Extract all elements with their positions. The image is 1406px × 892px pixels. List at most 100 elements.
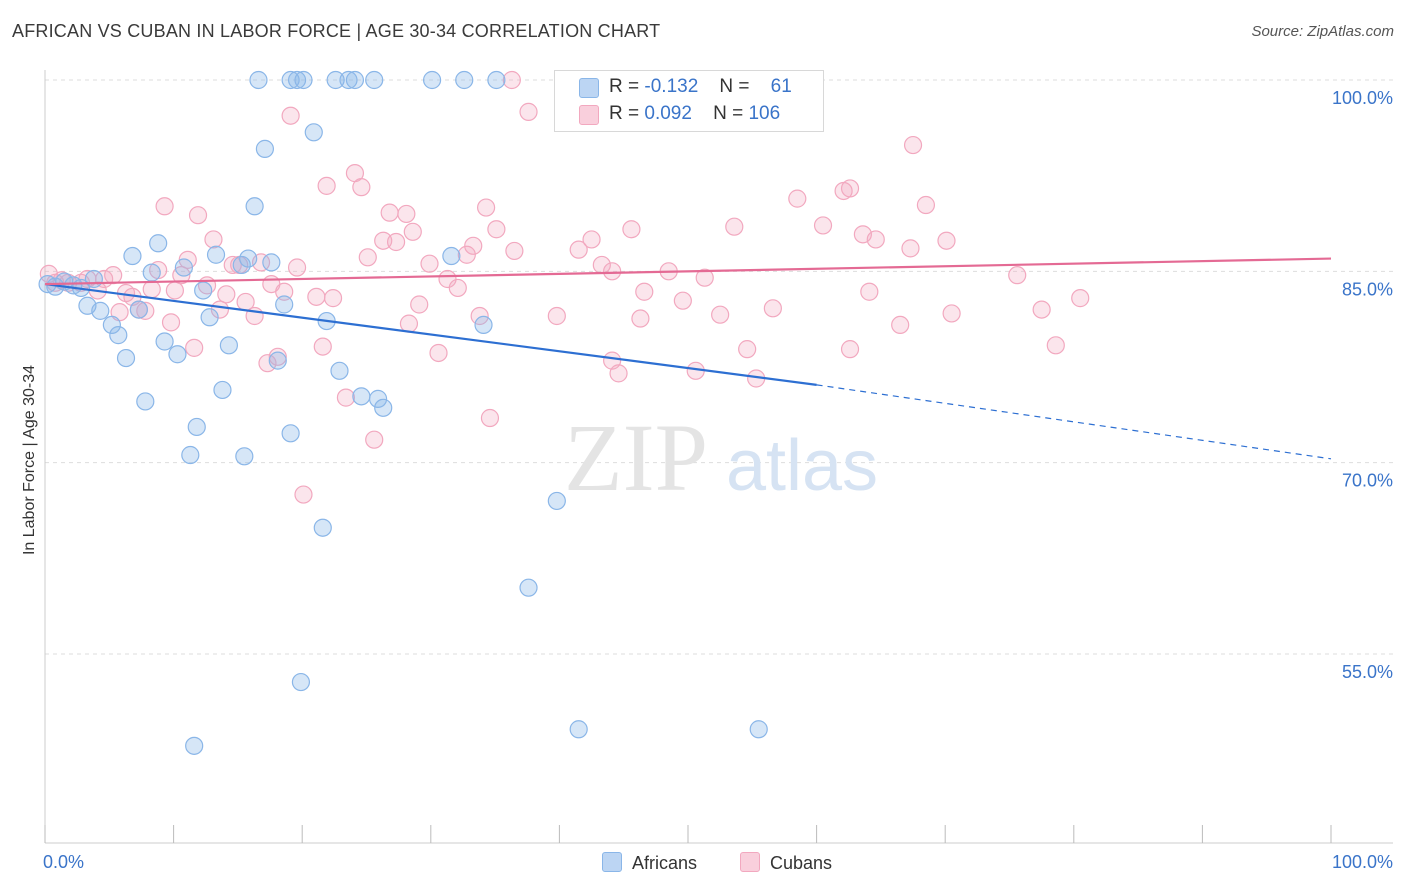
africans-point bbox=[116, 348, 136, 368]
cubans-point bbox=[866, 230, 885, 249]
africans-trend-dashed bbox=[816, 384, 1332, 460]
cubans-point bbox=[352, 178, 371, 197]
cubans-point bbox=[403, 222, 422, 241]
africans-n-label: N = bbox=[719, 76, 750, 97]
cubans-r-value: 0.092 bbox=[644, 103, 692, 124]
cubans-point bbox=[788, 189, 807, 208]
cubans-point bbox=[448, 278, 467, 298]
africans-n-value: 61 bbox=[770, 76, 792, 97]
cubans-point bbox=[937, 231, 956, 250]
africans-point bbox=[345, 70, 365, 90]
cubans-point bbox=[840, 340, 860, 359]
cubans-point bbox=[397, 204, 416, 224]
africans-point bbox=[84, 269, 103, 289]
tick-labels: 100.0% 85.0% 70.0% 55.0% 0.0% 100.0% bbox=[43, 88, 1393, 872]
cubans-point bbox=[635, 282, 654, 301]
cubans-point bbox=[386, 232, 406, 252]
cubans-point bbox=[622, 220, 641, 239]
cubans-point bbox=[725, 217, 744, 236]
cubans-points bbox=[39, 70, 1090, 504]
africans-point bbox=[291, 672, 311, 692]
source-label: Source: ZipAtlas.com bbox=[1251, 23, 1394, 40]
africans-point bbox=[281, 424, 300, 443]
africans-point bbox=[339, 70, 358, 90]
africans-point bbox=[194, 281, 213, 300]
bottom-cubans-label: Cubans bbox=[770, 853, 833, 873]
cubans-point bbox=[1046, 336, 1065, 355]
axes bbox=[44, 70, 1393, 844]
x-tick-label-0: 0.0% bbox=[43, 852, 84, 872]
cubans-point bbox=[142, 280, 161, 299]
cubans-point bbox=[547, 306, 566, 326]
cubans-point bbox=[336, 388, 356, 407]
cubans-point bbox=[569, 240, 588, 259]
cubans-point bbox=[1032, 300, 1051, 319]
africans-point bbox=[268, 351, 287, 370]
cubans-point bbox=[763, 299, 782, 318]
africans-point bbox=[455, 70, 474, 90]
africans-point bbox=[294, 70, 313, 90]
africans-point bbox=[235, 447, 254, 466]
cubans-point bbox=[358, 248, 377, 267]
cubans-point bbox=[464, 236, 483, 255]
cubans-point bbox=[399, 314, 419, 333]
africans-point bbox=[136, 392, 155, 411]
africans-point bbox=[569, 720, 588, 739]
africans-point bbox=[185, 736, 204, 755]
cubans-point bbox=[505, 241, 524, 261]
africans-point bbox=[123, 246, 142, 266]
africans-point bbox=[219, 336, 238, 355]
cubans-point bbox=[470, 306, 489, 326]
africans-point bbox=[91, 301, 110, 320]
cubans-point bbox=[287, 258, 307, 277]
cubans-point bbox=[603, 262, 622, 281]
africans-point bbox=[181, 445, 200, 465]
cubans-point bbox=[487, 220, 506, 239]
africans-point bbox=[287, 70, 307, 90]
trend-lines bbox=[44, 257, 1332, 460]
cubans-r-label: R = bbox=[609, 103, 640, 124]
cubans-point bbox=[155, 197, 174, 216]
bottom-legend-africans: Africans bbox=[602, 852, 697, 874]
cubans-point bbox=[313, 337, 332, 356]
africans-point bbox=[275, 295, 294, 314]
cubans-point bbox=[942, 304, 961, 323]
cubans-point bbox=[1008, 266, 1027, 285]
cubans-point bbox=[916, 195, 936, 215]
africans-point bbox=[168, 345, 187, 364]
cubans-point bbox=[275, 282, 294, 301]
africans-point bbox=[174, 258, 193, 277]
africans-point bbox=[374, 398, 393, 417]
africans-r-label: R = bbox=[609, 76, 640, 97]
cubans-point bbox=[1071, 289, 1090, 308]
cubans-point bbox=[438, 269, 457, 289]
africans-point bbox=[365, 70, 384, 90]
bottom-africans-label: Africans bbox=[632, 853, 698, 873]
cubans-point bbox=[104, 266, 123, 285]
cubans-point bbox=[410, 295, 429, 314]
africans-point bbox=[304, 123, 323, 142]
africans-point bbox=[519, 578, 538, 597]
cubans-point bbox=[901, 239, 920, 258]
africans-trend-solid bbox=[44, 282, 817, 386]
cubans-point bbox=[165, 281, 184, 300]
cubans-point bbox=[695, 268, 714, 287]
cubans-point bbox=[631, 309, 650, 328]
cubans-point bbox=[317, 176, 336, 195]
grid-lines bbox=[45, 79, 1393, 655]
cubans-point bbox=[502, 70, 521, 90]
cubans-point bbox=[480, 408, 500, 428]
africans-point bbox=[487, 70, 506, 90]
cubans-point bbox=[519, 102, 538, 121]
cubans-point bbox=[281, 106, 300, 125]
africans-r-value: -0.132 bbox=[644, 76, 699, 97]
africans-point bbox=[200, 308, 219, 327]
watermark-zip: ZIP bbox=[564, 404, 708, 511]
watermark: ZIP atlas bbox=[564, 404, 878, 511]
africans-point bbox=[330, 361, 349, 380]
africans-point bbox=[474, 315, 493, 335]
cubans-point bbox=[136, 301, 155, 320]
cubans-point bbox=[903, 135, 923, 155]
africans-point bbox=[262, 253, 281, 272]
